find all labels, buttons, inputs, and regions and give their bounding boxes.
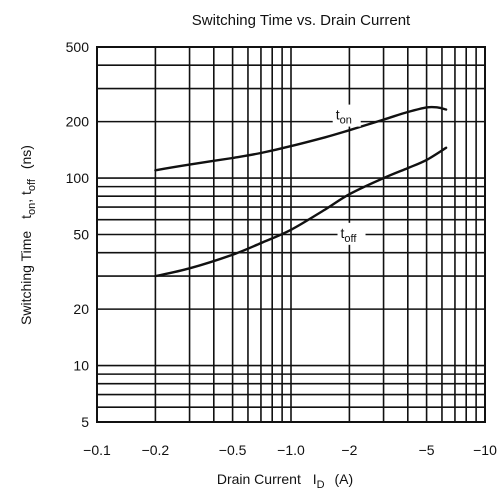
x-tick-label: −5 xyxy=(419,442,435,458)
chart-title: Switching Time vs. Drain Current xyxy=(192,12,411,29)
plot-frame xyxy=(96,46,486,423)
series-line-t-off xyxy=(154,146,448,278)
y-tick-label: 200 xyxy=(66,114,90,130)
curve-label-t-on: ton xyxy=(336,107,352,127)
y-axis-label-sub2: off xyxy=(26,178,38,191)
grid-lines xyxy=(97,47,485,422)
y-axis-label-sep: , t xyxy=(18,191,34,203)
x-tick-label: −0.2 xyxy=(142,442,170,458)
y-tick-label: 10 xyxy=(73,358,89,374)
y-axis-label-t1: t xyxy=(18,215,34,219)
curve-label-bg xyxy=(337,222,366,245)
curve-label-t-off: toff xyxy=(341,225,358,245)
x-tick-label: −0.5 xyxy=(219,442,247,458)
data-series xyxy=(154,105,448,278)
x-axis-label-sub: D xyxy=(317,479,325,491)
y-tick-label: 500 xyxy=(66,39,90,55)
y-tick-label: 100 xyxy=(66,170,90,186)
y-axis-label-sub1: on xyxy=(26,203,38,215)
x-axis-label: Drain Current ID (A) xyxy=(217,471,353,491)
curve-labels: ton toff xyxy=(332,104,366,245)
y-axis-label-unit: (ns) xyxy=(18,145,34,169)
x-axis-label-main: Drain Current xyxy=(217,471,301,487)
tick-labels: −0.1 −0.2 −0.5 −1.0 −2 −5 −10 5 10 20 50 100 200 500 xyxy=(66,39,497,458)
x-tick-label: −10 xyxy=(473,442,497,458)
x-axis-label-unit: (A) xyxy=(334,471,353,487)
y-axis-label-main: Switching Time xyxy=(18,231,34,325)
y-axis-label: Switching Time ton, toff (ns) xyxy=(18,145,38,325)
x-tick-label: −0.1 xyxy=(83,442,111,458)
curve-label-bg xyxy=(332,104,361,127)
y-tick-label: 20 xyxy=(73,301,89,317)
x-tick-label: −2 xyxy=(341,442,357,458)
x-axis-label-symbol: I xyxy=(313,471,317,487)
y-tick-label: 5 xyxy=(81,414,89,430)
y-tick-label: 50 xyxy=(73,227,89,243)
x-tick-label: −1.0 xyxy=(277,442,305,458)
series-line-t-on xyxy=(154,105,448,172)
